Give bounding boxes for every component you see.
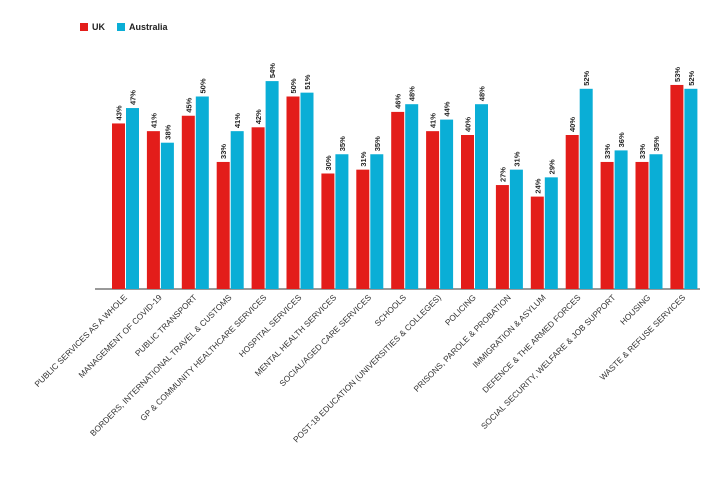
category-label-5: HOSPITAL SERVICES xyxy=(237,292,304,359)
category-label-15: HOUSING xyxy=(618,292,652,326)
bar-uk-9 xyxy=(426,131,440,289)
value-label-uk-0: 43% xyxy=(115,105,124,120)
bar-australia-9 xyxy=(440,119,454,289)
value-label-australia-9: 44% xyxy=(443,101,452,116)
value-label-australia-15: 35% xyxy=(652,136,661,151)
value-label-australia-16: 52% xyxy=(687,70,696,85)
value-label-uk-3: 33% xyxy=(219,144,228,159)
bar-australia-11 xyxy=(509,169,523,289)
value-label-australia-4: 54% xyxy=(268,63,277,78)
value-label-australia-8: 48% xyxy=(408,86,417,101)
bar-uk-4 xyxy=(251,127,265,289)
value-label-uk-7: 31% xyxy=(359,151,368,166)
category-label-8: SCHOOLS xyxy=(372,292,408,328)
value-label-uk-10: 40% xyxy=(464,117,473,132)
bar-uk-13 xyxy=(565,135,579,289)
bar-uk-12 xyxy=(530,196,544,289)
value-label-uk-6: 30% xyxy=(324,155,333,170)
bar-australia-7 xyxy=(370,154,384,289)
category-label-14: SOCIAL SECURITY, WELFARE & JOB SUPPORT xyxy=(479,292,618,431)
bar-uk-3 xyxy=(216,161,230,289)
bar-australia-5 xyxy=(300,92,314,290)
value-label-australia-0: 47% xyxy=(129,90,138,105)
bar-australia-6 xyxy=(335,154,349,289)
bar-australia-0 xyxy=(126,108,139,289)
bar-uk-7 xyxy=(356,169,370,289)
value-label-australia-12: 29% xyxy=(547,159,556,174)
value-label-australia-1: 38% xyxy=(163,124,172,139)
bar-uk-11 xyxy=(495,185,509,289)
bar-uk-2 xyxy=(181,115,195,289)
legend: UK Australia xyxy=(80,22,168,32)
category-label-2: PUBLIC TRANSPORT xyxy=(133,292,199,358)
bar-uk-5 xyxy=(286,96,300,289)
value-label-uk-16: 53% xyxy=(673,67,682,82)
value-label-australia-11: 31% xyxy=(512,151,521,166)
value-label-australia-13: 52% xyxy=(582,70,591,85)
bar-australia-12 xyxy=(544,177,558,289)
bar-uk-1 xyxy=(146,131,160,289)
legend-item-uk: UK xyxy=(80,22,105,32)
bar-australia-14 xyxy=(614,150,628,289)
bar-australia-15 xyxy=(649,154,663,289)
value-label-australia-7: 35% xyxy=(373,136,382,151)
legend-label-australia: Australia xyxy=(129,22,168,32)
value-label-uk-8: 46% xyxy=(394,94,403,109)
value-label-uk-9: 41% xyxy=(429,113,438,128)
bar-australia-1 xyxy=(160,142,174,289)
bar-australia-2 xyxy=(195,96,209,289)
legend-swatch-uk xyxy=(80,23,88,31)
bar-uk-0 xyxy=(112,123,125,289)
bar-uk-10 xyxy=(461,135,474,289)
bar-australia-4 xyxy=(265,81,279,289)
category-label-10: POLICING xyxy=(443,292,478,327)
bar-uk-16 xyxy=(670,84,684,289)
value-label-uk-2: 45% xyxy=(184,97,193,112)
value-label-uk-5: 50% xyxy=(289,78,298,93)
value-label-uk-1: 41% xyxy=(149,113,158,128)
value-label-uk-11: 27% xyxy=(498,167,507,182)
value-label-australia-14: 36% xyxy=(617,132,626,147)
legend-label-uk: UK xyxy=(92,22,105,32)
value-label-uk-15: 33% xyxy=(638,144,647,159)
value-label-australia-3: 41% xyxy=(233,113,242,128)
value-label-uk-12: 24% xyxy=(533,178,542,193)
bar-uk-14 xyxy=(600,161,614,289)
value-label-australia-6: 35% xyxy=(338,136,347,151)
bar-uk-8 xyxy=(391,111,405,290)
value-label-uk-4: 42% xyxy=(254,109,263,124)
bar-australia-16 xyxy=(684,88,698,289)
bar-australia-10 xyxy=(475,104,488,289)
value-label-uk-14: 33% xyxy=(603,144,612,159)
value-label-australia-2: 50% xyxy=(198,78,207,93)
bar-australia-13 xyxy=(579,88,593,289)
legend-item-australia: Australia xyxy=(117,22,168,32)
category-label-4: GP & COMMUNITY HEALTHCARE SERVICES xyxy=(138,292,269,423)
legend-swatch-australia xyxy=(117,23,125,31)
bar-australia-8 xyxy=(405,104,419,289)
bar-uk-15 xyxy=(635,161,649,289)
bar-australia-3 xyxy=(230,131,244,289)
bar-uk-6 xyxy=(321,173,335,289)
value-label-australia-10: 48% xyxy=(478,86,487,101)
value-label-australia-5: 51% xyxy=(303,74,312,89)
value-label-uk-13: 40% xyxy=(568,117,577,132)
